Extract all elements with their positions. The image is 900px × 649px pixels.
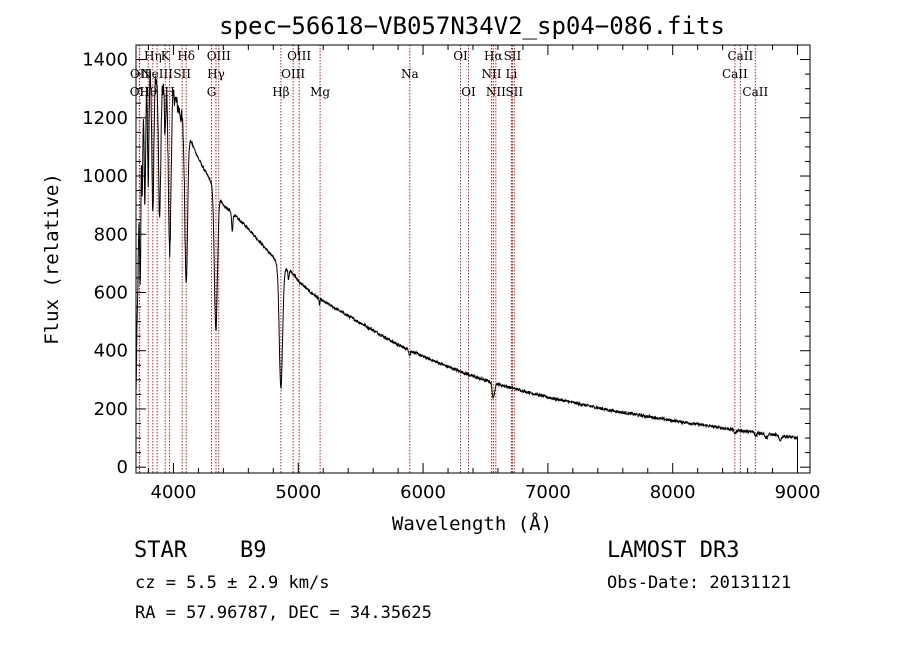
line-marker-label: Hδ bbox=[177, 49, 195, 63]
x-tick-label: 4000 bbox=[151, 482, 197, 503]
line-marker-label: Hγ bbox=[207, 67, 225, 81]
line-marker-label: Mg bbox=[310, 85, 330, 99]
line-marker-label: NeIII bbox=[141, 67, 173, 81]
x-tick-label: 7000 bbox=[525, 482, 571, 503]
y-tick-label: 1400 bbox=[82, 50, 128, 71]
x-tick-label: 5000 bbox=[275, 482, 321, 503]
y-tick-label: 800 bbox=[94, 224, 128, 245]
sky-coordinates: RA = 57.96787, DEC = 34.35625 bbox=[135, 603, 432, 623]
object-subclass: B9 bbox=[240, 538, 267, 563]
object-class: STAR bbox=[134, 538, 187, 563]
x-tick-label: 6000 bbox=[400, 482, 446, 503]
line-marker-label: K bbox=[161, 49, 171, 63]
x-axis-label: Wavelength (Å) bbox=[392, 512, 552, 535]
line-marker-label: Hβ bbox=[272, 85, 289, 99]
line-marker-label: G bbox=[207, 85, 217, 99]
survey-name: LAMOST DR3 bbox=[607, 538, 740, 563]
spectrum-line bbox=[135, 69, 798, 468]
plot-frame bbox=[135, 44, 811, 474]
line-marker-label: SII bbox=[173, 67, 191, 81]
line-marker-label: SII bbox=[505, 85, 523, 99]
y-axis-label: Flux (relative) bbox=[41, 173, 63, 345]
line-marker-label: CaII bbox=[742, 85, 768, 99]
line-marker-label: Na bbox=[401, 67, 419, 81]
line-marker-label: CaII bbox=[727, 49, 753, 63]
y-tick-label: 200 bbox=[94, 399, 128, 420]
line-marker-label: OIII bbox=[287, 49, 311, 63]
y-tick-label: 1000 bbox=[82, 166, 128, 187]
line-marker-label: SII bbox=[504, 49, 522, 63]
y-tick-label: 0 bbox=[117, 457, 128, 478]
line-marker-label: NII bbox=[486, 85, 506, 99]
line-marker-label: Hα bbox=[484, 49, 503, 63]
chart-title: spec−56618−VB057N34V2_sp04−086.fits bbox=[219, 12, 725, 40]
line-marker-label: OI bbox=[453, 49, 468, 63]
y-tick-label: 600 bbox=[94, 282, 128, 303]
y-tick-label: 1200 bbox=[82, 108, 128, 129]
line-marker-label: OII bbox=[130, 85, 150, 99]
line-marker-lines bbox=[138, 45, 756, 473]
line-marker-label: OIII bbox=[281, 67, 305, 81]
line-marker-label: Li bbox=[506, 67, 518, 81]
axis-tick-labels: 4000 5000 6000 7000 8000 9000 0 200 400 600 800 100… bbox=[82, 50, 820, 503]
line-marker-label: OI bbox=[461, 85, 476, 99]
y-tick-label: 400 bbox=[94, 341, 128, 362]
line-marker-label: H bbox=[164, 85, 174, 99]
line-marker-label: NII bbox=[481, 67, 501, 81]
axis-ticks bbox=[136, 45, 810, 473]
line-marker-label: Hη bbox=[144, 49, 162, 63]
line-marker-label: OIII bbox=[207, 49, 231, 63]
x-tick-label: 9000 bbox=[775, 482, 821, 503]
x-tick-label: 8000 bbox=[650, 482, 696, 503]
redshift-velocity: cz = 5.5 ± 2.9 km/s bbox=[135, 573, 330, 593]
line-marker-label: Hθ bbox=[139, 85, 157, 99]
observation-date: Obs-Date: 20131121 bbox=[607, 573, 792, 593]
line-marker-label: CaII bbox=[722, 67, 748, 81]
